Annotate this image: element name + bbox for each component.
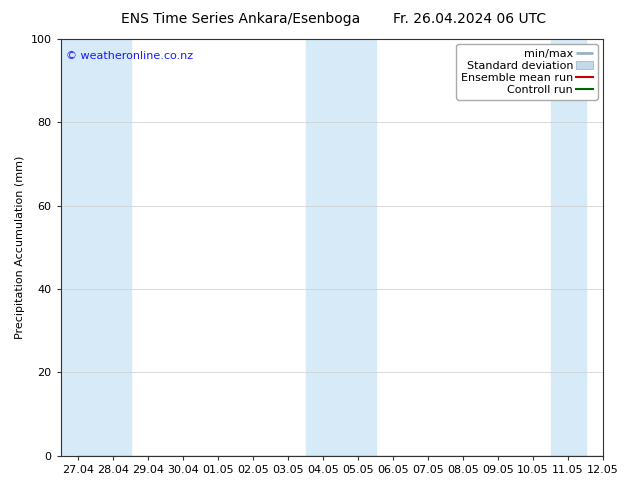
Legend: min/max, Standard deviation, Ensemble mean run, Controll run: min/max, Standard deviation, Ensemble me… — [456, 44, 598, 99]
Y-axis label: Precipitation Accumulation (mm): Precipitation Accumulation (mm) — [15, 156, 25, 339]
Bar — [61, 39, 131, 456]
Text: Fr. 26.04.2024 06 UTC: Fr. 26.04.2024 06 UTC — [392, 12, 546, 26]
Bar — [306, 39, 375, 456]
Text: © weatheronline.co.nz: © weatheronline.co.nz — [66, 51, 193, 61]
Bar — [550, 39, 586, 456]
Text: ENS Time Series Ankara/Esenboga: ENS Time Series Ankara/Esenboga — [121, 12, 361, 26]
